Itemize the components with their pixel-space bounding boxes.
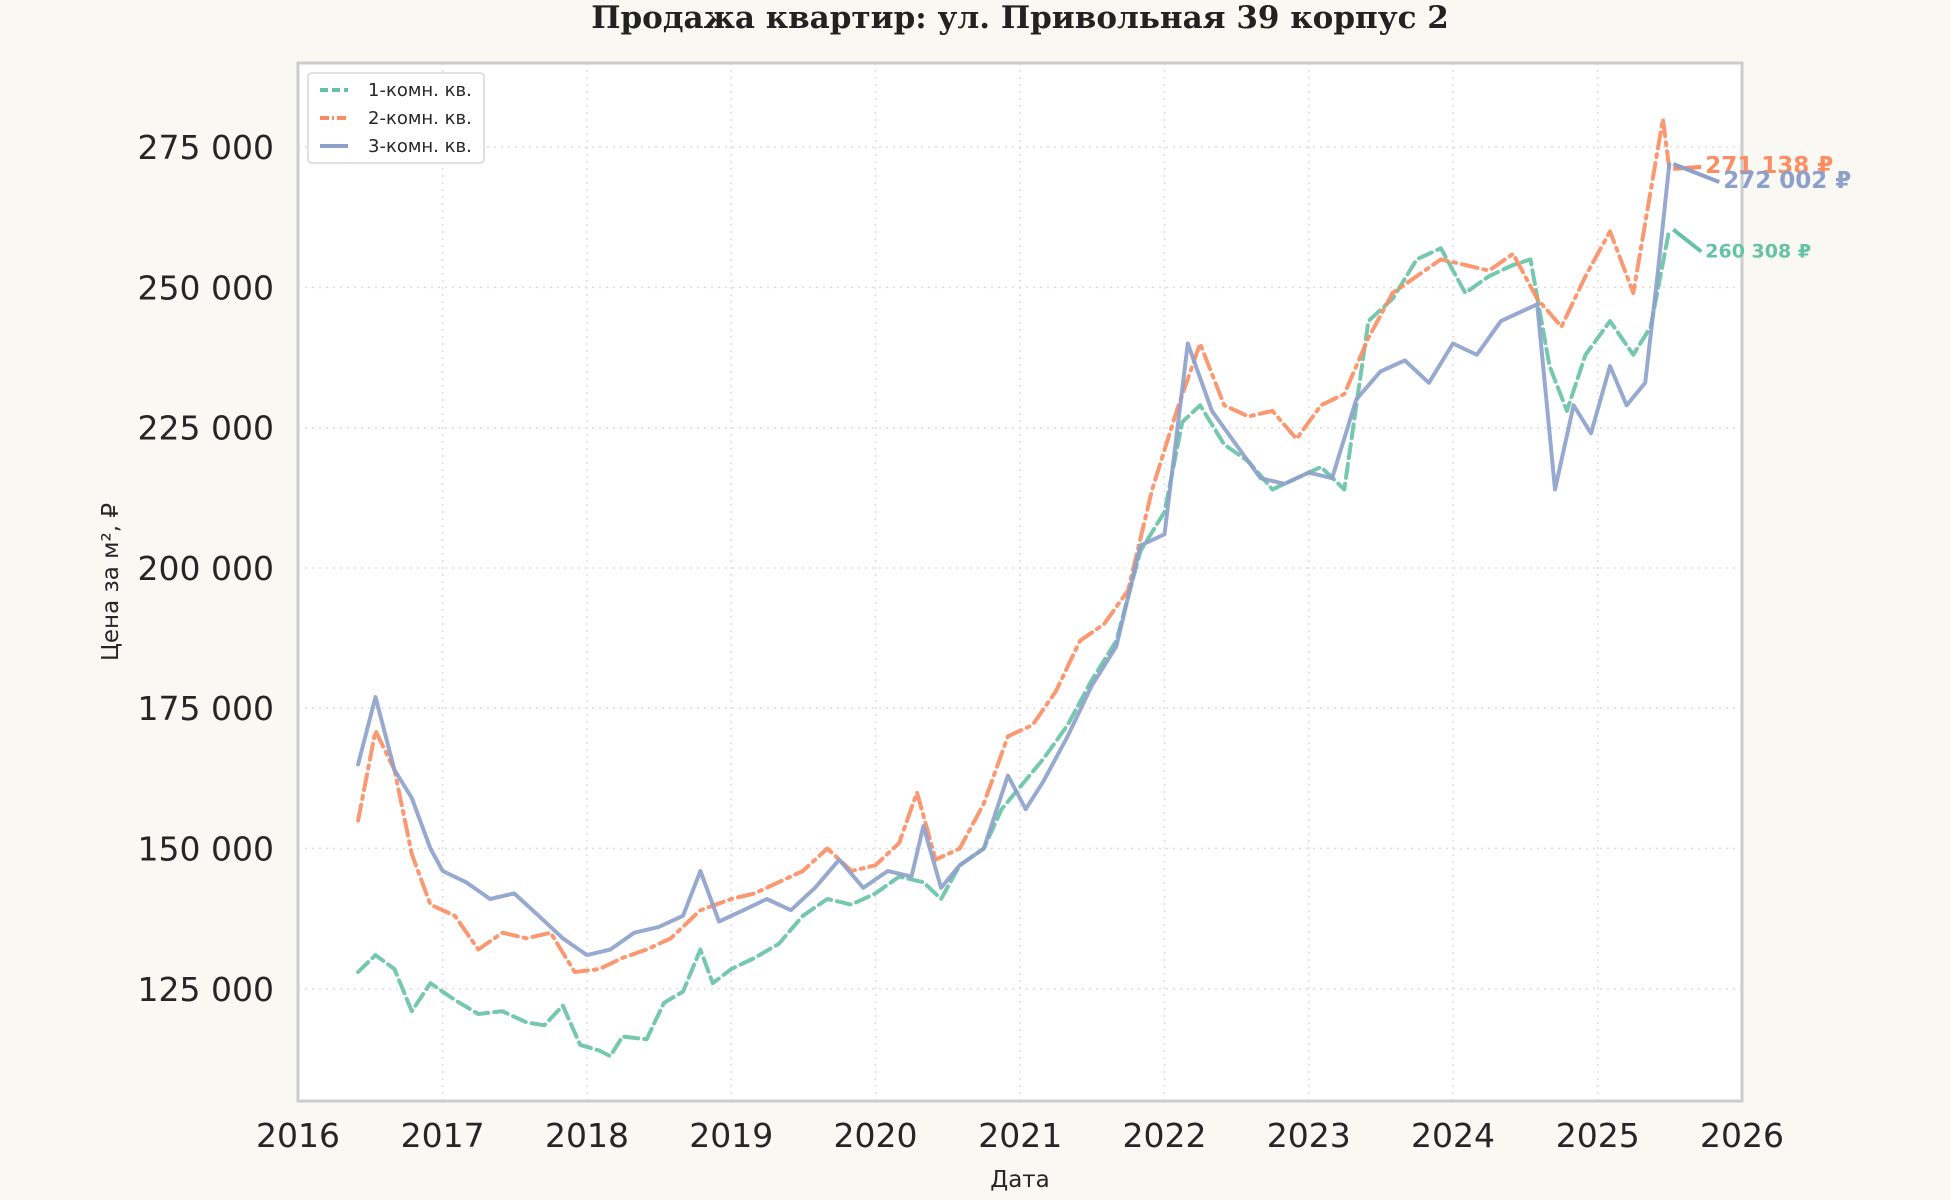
x-axis-label: Дата: [990, 1167, 1050, 1193]
x-tick-label: 2020: [834, 1116, 918, 1155]
x-tick-label: 2025: [1556, 1116, 1640, 1155]
x-tick-label: 2023: [1267, 1116, 1351, 1155]
legend-label: 3-комн. кв.: [368, 136, 472, 157]
y-tick-label: 200 000: [138, 549, 274, 588]
y-tick-label: 250 000: [138, 268, 274, 307]
series-line: [356, 117, 1672, 974]
x-tick-label: 2019: [689, 1116, 773, 1155]
end-value-labels: 260 308 ₽ 271 138 ₽272 002 ₽: [1672, 153, 1851, 263]
chart-title: Продажа квартир: ул. Привольная 39 корпу…: [591, 0, 1449, 36]
end-value-label: 271 138 ₽: [1705, 153, 1833, 179]
x-axis-ticks: 2016 2017 2018 2019 2020 2021 2022 2023 2024 2025…: [256, 1116, 1784, 1155]
x-tick-label: 2018: [545, 1116, 629, 1155]
series-line: [356, 162, 1672, 958]
x-tick-label: 2026: [1700, 1116, 1784, 1155]
x-tick-label: 2021: [978, 1116, 1062, 1155]
legend-items: 1-комн. кв. 2-комн. кв. 3-комн. кв.: [320, 80, 472, 157]
legend-box: [307, 72, 485, 164]
end-label-arrow: [1672, 228, 1703, 254]
y-tick-label: 175 000: [138, 689, 274, 728]
x-tick-label: 2022: [1122, 1116, 1206, 1155]
end-label-arrow: [1672, 162, 1720, 184]
legend-label: 2-комн. кв.: [368, 108, 472, 129]
legend: 1-комн. кв. 2-комн. кв. 3-комн. кв.: [307, 72, 485, 164]
legend-label: 1-комн. кв.: [368, 80, 472, 101]
y-tick-label: 225 000: [138, 409, 274, 448]
series-lines: [356, 117, 1672, 1059]
y-tick-label: 275 000: [138, 128, 274, 167]
y-tick-label: 125 000: [138, 970, 274, 1009]
x-tick-label: 2016: [256, 1116, 340, 1155]
y-axis-ticks: 125 000 150 000 175 000 200 000 225 000 250 0…: [138, 128, 274, 1009]
x-tick-label: 2024: [1411, 1116, 1495, 1155]
plot-frame: [296, 61, 1744, 1103]
x-tick-label: 2017: [401, 1116, 485, 1155]
y-tick-label: 150 000: [138, 830, 274, 869]
y-axis-label: Цена за м², ₽: [98, 503, 124, 661]
end-value-label: 260 308 ₽: [1705, 241, 1811, 263]
end-value-label: 272 002 ₽: [1723, 168, 1851, 194]
